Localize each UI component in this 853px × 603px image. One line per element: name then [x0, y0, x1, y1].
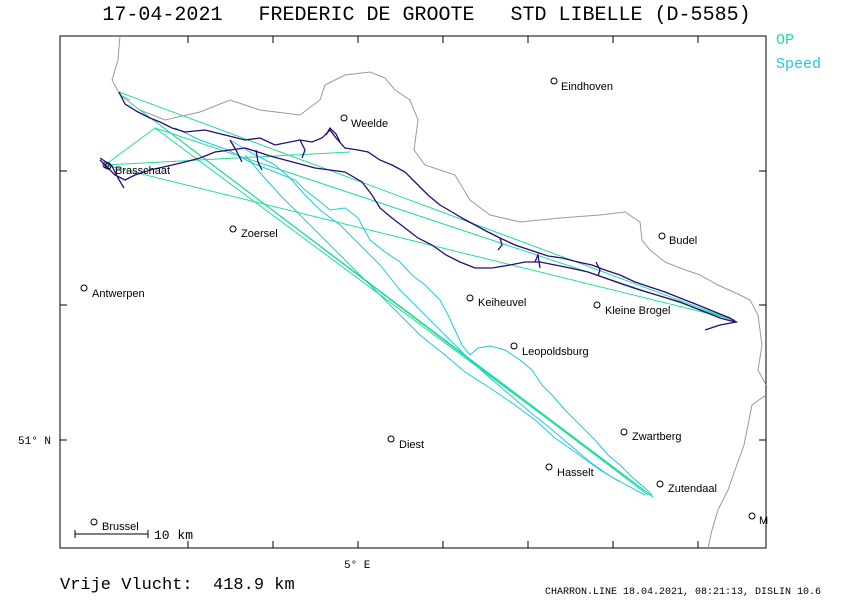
town-markers: Eindhoven Weelde Brasschaat Zoersel Bude…	[80, 77, 768, 533]
legend-speed: Speed	[776, 56, 822, 73]
town-brussel: Brussel	[90, 518, 139, 533]
town-m: M	[748, 512, 768, 527]
town-label: Kleine Brogel	[605, 305, 670, 317]
town-eindhoven: Eindhoven	[550, 77, 613, 93]
pilot-name: FREDERIC DE GROOTE	[258, 4, 475, 27]
town-keiheuvel: Keiheuvel	[466, 294, 526, 309]
scale-bar-label: 10 km	[154, 528, 193, 543]
town-budel: Budel	[658, 232, 697, 247]
town-label: Antwerpen	[92, 288, 145, 300]
town-label: Zutendaal	[668, 483, 717, 495]
footer-info: CHARRON.LINE 18.04.2021, 08:21:13, DISLI…	[545, 587, 822, 598]
map-frame	[59, 35, 767, 549]
town-weelde: Weelde	[340, 114, 388, 130]
scale-bar	[74, 530, 149, 538]
speed-trace	[174, 127, 653, 496]
town-label: M	[759, 515, 768, 527]
town-diest: Diest	[387, 435, 424, 451]
town-label: Brussel	[102, 521, 139, 533]
town-label: Brasschaat	[115, 165, 170, 177]
town-label: Eindhoven	[561, 81, 613, 93]
legend-op: OP	[776, 32, 795, 49]
town-label: Keiheuvel	[478, 297, 526, 309]
town-label: Diest	[399, 439, 424, 451]
town-zwartberg: Zwartberg	[620, 428, 682, 443]
town-label: Weelde	[351, 118, 388, 130]
town-hasselt: Hasselt	[545, 463, 594, 479]
distance-value: 418.9 km	[213, 576, 295, 595]
town-label: Zwartberg	[632, 431, 682, 443]
country-borders	[111, 35, 767, 549]
town-leopoldsburg: Leopoldsburg	[510, 342, 589, 358]
town-antwerpen: Antwerpen	[80, 284, 145, 300]
axis-ticks	[60, 36, 766, 548]
map-title: 17-04-2021 FREDERIC DE GROOTE STD LIBELL…	[0, 4, 853, 27]
town-label: Budel	[669, 235, 697, 247]
flight-date: 17-04-2021	[102, 4, 223, 27]
town-zutendaal: Zutendaal	[656, 480, 717, 495]
town-brasschaat: Brasschaat	[104, 162, 170, 177]
lon-label: 5° E	[344, 560, 371, 572]
town-label: Leopoldsburg	[522, 346, 589, 358]
lat-label: 51° N	[18, 436, 51, 448]
gps-track	[99, 91, 738, 331]
distance-label: Vrije Vlucht:	[60, 576, 193, 595]
town-zoersel: Zoersel	[229, 225, 278, 240]
town-label: Hasselt	[557, 467, 594, 479]
town-label: Zoersel	[241, 228, 278, 240]
flight-distance: Vrije Vlucht: 418.9 km	[60, 576, 295, 595]
glider-name: STD LIBELLE (D-5585)	[510, 4, 751, 27]
town-kleine-brogel: Kleine Brogel	[593, 301, 670, 317]
